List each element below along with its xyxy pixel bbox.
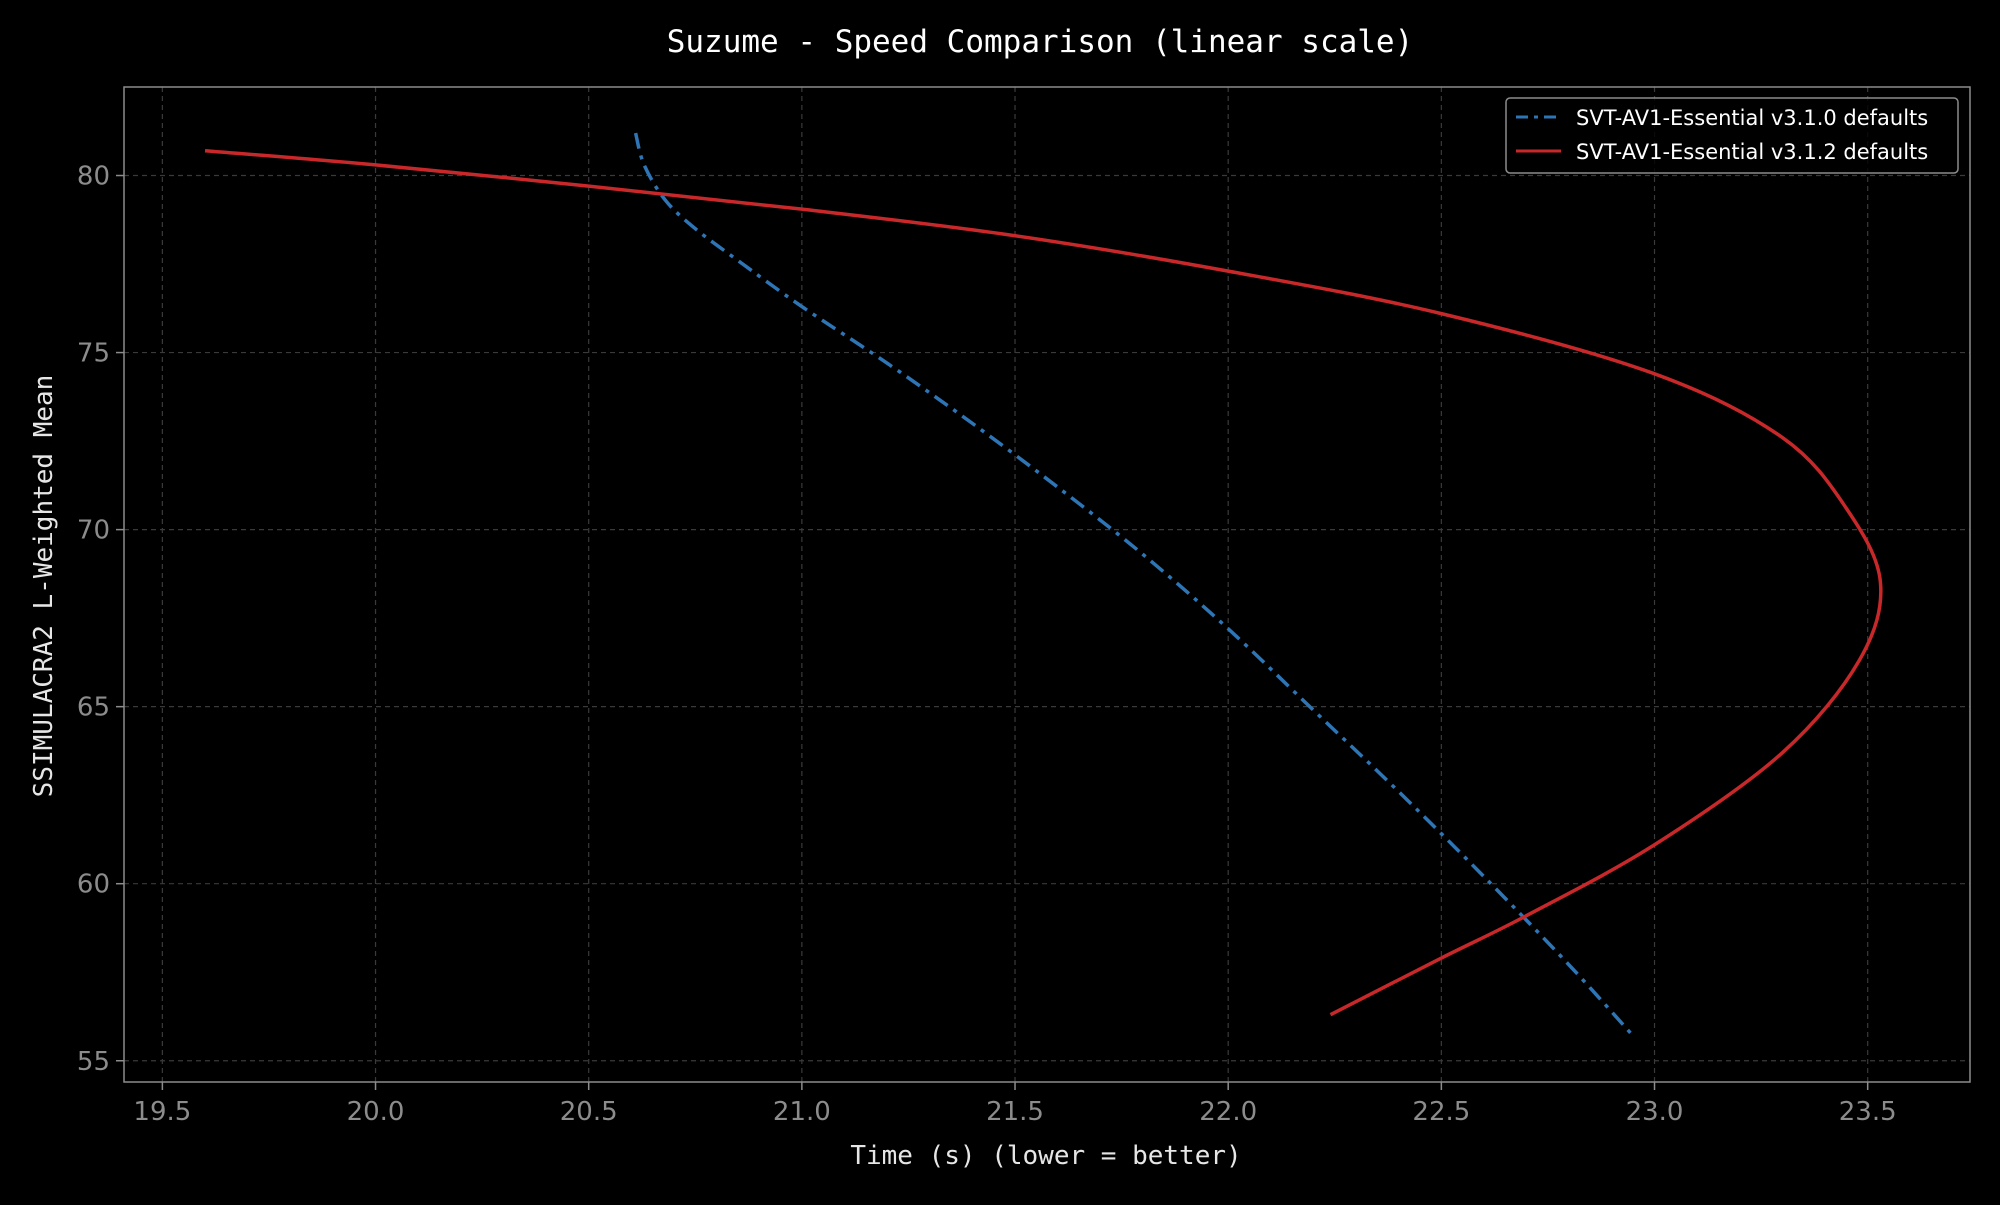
x-tick-label: 23.0	[1626, 1097, 1684, 1127]
y-tick-label: 60	[77, 870, 110, 900]
y-tick-label: 55	[77, 1047, 110, 1077]
chart-title: Suzume - Speed Comparison (linear scale)	[667, 24, 1414, 60]
grid-lines	[124, 87, 1970, 1082]
y-axis-label: SSIMULACRA2 L-Weighted Mean	[29, 375, 59, 798]
y-axis-ticks: 55 60 65 70 75 80	[77, 162, 124, 1077]
x-tick-label: 23.5	[1839, 1097, 1897, 1127]
plot-series	[204, 132, 1883, 1038]
x-axis-label: Time (s) (lower = better)	[850, 1141, 1241, 1171]
x-tick-label: 19.5	[133, 1097, 191, 1127]
x-tick-label: 22.0	[1199, 1097, 1257, 1127]
x-axis-ticks: 19.5 20.0 20.5 21.0 21.5 22.0 22.5 23.0 23.5	[133, 1082, 1897, 1127]
y-tick-label: 75	[77, 339, 110, 369]
x-tick-label: 22.5	[1412, 1097, 1470, 1127]
x-tick-label: 21.0	[773, 1097, 831, 1127]
series-line-v3-1-0	[633, 132, 1635, 1038]
series-line-v3-1-2	[204, 148, 1883, 1017]
legend-label-v3-1-0: SVT-AV1-Essential v3.1.0 defaults	[1576, 106, 1928, 130]
legend: SVT-AV1-Essential v3.1.0 defaults SVT-AV…	[1505, 97, 1959, 174]
y-tick-label: 80	[77, 162, 110, 192]
legend-label-v3-1-2: SVT-AV1-Essential v3.1.2 defaults	[1576, 140, 1928, 164]
y-tick-label: 70	[77, 516, 110, 546]
x-tick-label: 20.5	[560, 1097, 618, 1127]
plot-area-frame	[123, 86, 1971, 1083]
y-tick-label: 65	[77, 693, 110, 723]
x-tick-label: 20.0	[347, 1097, 405, 1127]
legend-box	[1505, 97, 1959, 174]
x-tick-label: 21.5	[986, 1097, 1044, 1127]
